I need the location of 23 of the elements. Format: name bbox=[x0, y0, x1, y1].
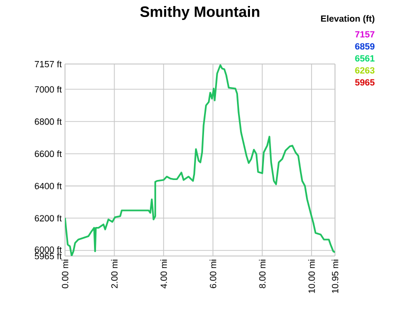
y-tick-label: 6000 ft bbox=[34, 246, 62, 253]
text: 7157 bbox=[355, 31, 374, 38]
x-tick-label: 10.00 mi bbox=[308, 260, 315, 293]
y-tick-label: 5965 ft bbox=[34, 252, 62, 260]
text: 6263 bbox=[355, 67, 374, 74]
text: 6859 bbox=[355, 43, 374, 50]
x-tick-label: 6.00 mi bbox=[210, 260, 216, 288]
x-tick-label: 2.00 mi bbox=[111, 260, 118, 288]
y-tick-label: 6800 ft bbox=[34, 118, 62, 125]
x-tick-label: 0.00 mi bbox=[62, 260, 68, 288]
line-series bbox=[65, 64, 336, 256]
y-tick-label: 6200 ft bbox=[34, 214, 62, 222]
x-tick-label: 10.95 mi bbox=[332, 260, 338, 293]
y-tick-label: 7157 ft bbox=[34, 60, 62, 68]
y-tick-label: 7000 ft bbox=[34, 86, 62, 93]
y-tick-label: 6600 ft bbox=[34, 150, 62, 158]
text: 5965 bbox=[355, 79, 375, 86]
text: 6561 bbox=[355, 55, 375, 62]
x-tick-label: 4.00 mi bbox=[160, 260, 167, 288]
chart-title: Smithy Mountain bbox=[140, 6, 260, 20]
x-tick-label: 8.00 mi bbox=[258, 260, 266, 288]
y-tick-label: 6400 ft bbox=[34, 182, 62, 190]
legend-title: Elevation (ft) bbox=[321, 15, 374, 24]
